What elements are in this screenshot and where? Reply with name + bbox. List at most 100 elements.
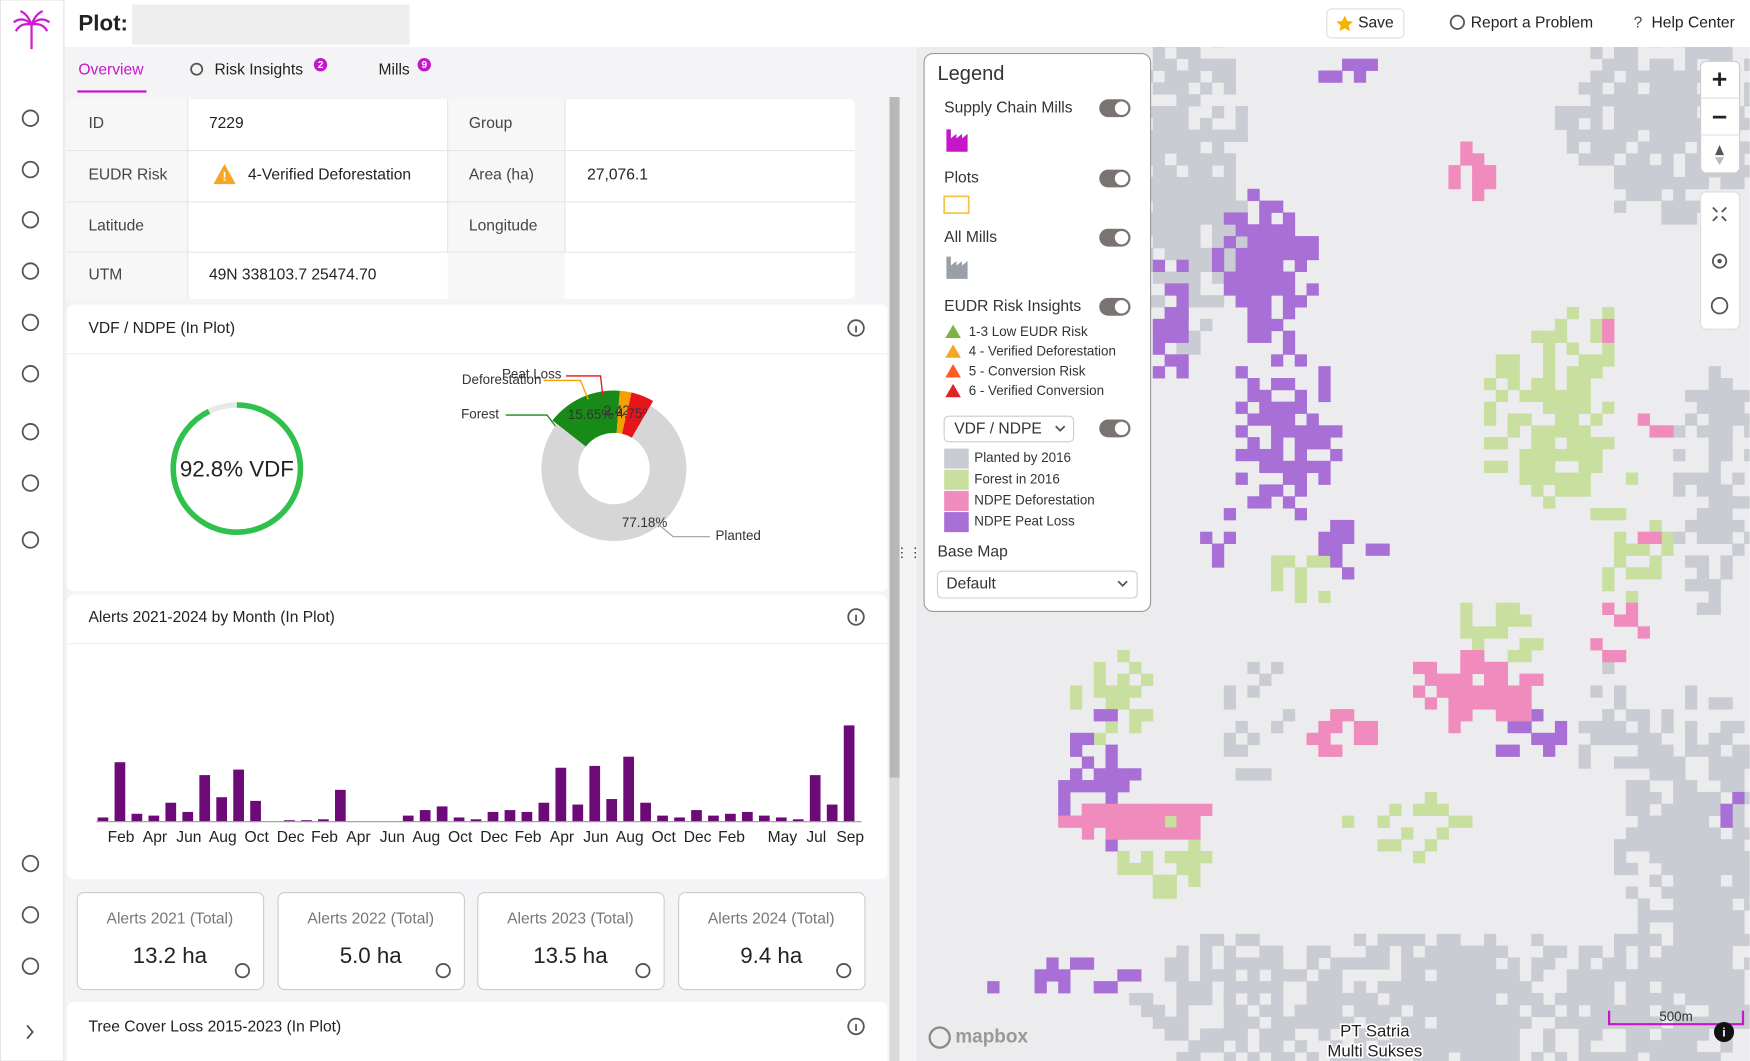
map-cell <box>1602 720 1615 734</box>
map-cell <box>1590 508 1603 521</box>
map-cell <box>1129 815 1142 828</box>
map-cell <box>1176 46 1189 60</box>
info-icon[interactable] <box>847 1017 865 1036</box>
map-cell <box>1732 851 1745 864</box>
map-cell <box>1637 981 1650 994</box>
map-cell <box>1200 129 1213 142</box>
map-cell <box>1732 756 1745 769</box>
map-cell <box>1590 638 1603 651</box>
map-cell <box>1235 295 1248 308</box>
nav-icon[interactable] <box>21 313 40 332</box>
info-icon[interactable] <box>847 608 865 626</box>
map-cell <box>1282 295 1296 308</box>
map-cell <box>1152 165 1166 178</box>
map-cell <box>1223 969 1237 982</box>
splitter-handle[interactable]: ⋮⋮ <box>895 545 922 560</box>
base-map-dropdown[interactable] <box>936 570 1138 599</box>
map-cell <box>1649 969 1662 982</box>
map-cell <box>1200 318 1213 332</box>
map-cell <box>1200 957 1213 970</box>
map-cell <box>1661 58 1674 71</box>
info-icon[interactable] <box>234 963 251 979</box>
scroll-thumb[interactable] <box>889 97 900 778</box>
map-cell <box>1566 437 1579 450</box>
tab[interactable]: Risk Insights <box>215 61 304 78</box>
map-cell <box>1223 271 1237 284</box>
map-cell <box>1152 188 1166 202</box>
map-cell <box>1176 247 1189 261</box>
map-cell <box>1164 886 1177 899</box>
nav-icon[interactable] <box>21 957 40 975</box>
map-cell <box>1342 957 1355 970</box>
nav-icon[interactable] <box>21 262 40 280</box>
map-cell <box>1684 803 1698 816</box>
bar <box>470 819 482 822</box>
x-tick-label: Jun <box>176 829 201 846</box>
map-cell <box>1720 555 1733 568</box>
nav-icon[interactable] <box>21 160 40 179</box>
map-cell <box>1259 271 1272 284</box>
nav-icon[interactable] <box>21 211 40 229</box>
legend-panel <box>923 52 1152 612</box>
nav-icon[interactable] <box>21 109 40 127</box>
help-link[interactable]: Help Center <box>1652 15 1735 32</box>
map-cell <box>1294 484 1307 497</box>
map-cell <box>1259 981 1272 994</box>
nav-icon[interactable] <box>21 531 40 549</box>
nav-icon[interactable] <box>21 423 40 441</box>
map-cell <box>1543 366 1556 379</box>
map-cell <box>1081 957 1095 970</box>
nav-icon[interactable] <box>21 906 40 924</box>
report-link[interactable]: Report a Problem <box>1471 15 1593 32</box>
info-icon[interactable] <box>635 963 651 979</box>
map-cell <box>1732 910 1745 923</box>
map-cell <box>1590 82 1603 95</box>
dropdown-label[interactable]: VDF / NDPE <box>954 421 1042 438</box>
map-cell <box>1294 1004 1307 1018</box>
nav-icon[interactable] <box>21 365 40 383</box>
map-tools[interactable] <box>1700 191 1741 330</box>
total-label: Alerts 2021 (Total) <box>107 910 234 927</box>
layer-dropdown[interactable] <box>943 415 1075 443</box>
map-cell <box>1637 969 1650 982</box>
expand-icon[interactable] <box>26 1024 34 1040</box>
info-icon[interactable] <box>847 319 865 337</box>
map-cell <box>1176 851 1189 864</box>
map-cell <box>1330 519 1343 533</box>
map-cell <box>1543 401 1556 414</box>
map-cell <box>1247 283 1260 296</box>
map-cell <box>1566 117 1579 131</box>
splitter[interactable] <box>901 46 917 1061</box>
tab[interactable]: Overview <box>78 61 144 78</box>
map-cell <box>1247 957 1260 970</box>
map-cell <box>1684 58 1698 71</box>
zoom-controls[interactable] <box>1700 60 1741 174</box>
nav-icon[interactable] <box>21 474 40 492</box>
map-cell <box>1744 957 1750 970</box>
map-cell <box>1105 768 1118 781</box>
map-cell <box>1176 862 1189 876</box>
risk-icon <box>945 364 961 378</box>
map-cell <box>1271 259 1284 272</box>
map-cell <box>1744 862 1750 876</box>
save-label[interactable]: Save <box>1358 15 1394 32</box>
map-cell <box>1543 354 1556 367</box>
map-cell <box>1223 165 1237 178</box>
field-label: ID <box>88 115 104 132</box>
tab[interactable]: Mills <box>379 61 410 78</box>
map-cell <box>1673 815 1686 828</box>
info-icon[interactable] <box>435 963 451 979</box>
map-cell <box>1708 791 1721 805</box>
map-cell <box>1684 921 1698 935</box>
save-button[interactable] <box>1326 8 1405 39</box>
map-cell <box>1625 153 1639 166</box>
nav-icon[interactable] <box>21 854 40 873</box>
map-cell <box>1176 981 1189 994</box>
map-cell <box>1046 957 1059 970</box>
map-cell <box>1259 957 1272 970</box>
map-cell <box>1720 969 1733 982</box>
map-cell <box>1543 472 1556 485</box>
map-cell <box>1211 141 1225 154</box>
base-map-value[interactable]: Default <box>946 576 996 593</box>
info-icon[interactable] <box>836 963 852 979</box>
